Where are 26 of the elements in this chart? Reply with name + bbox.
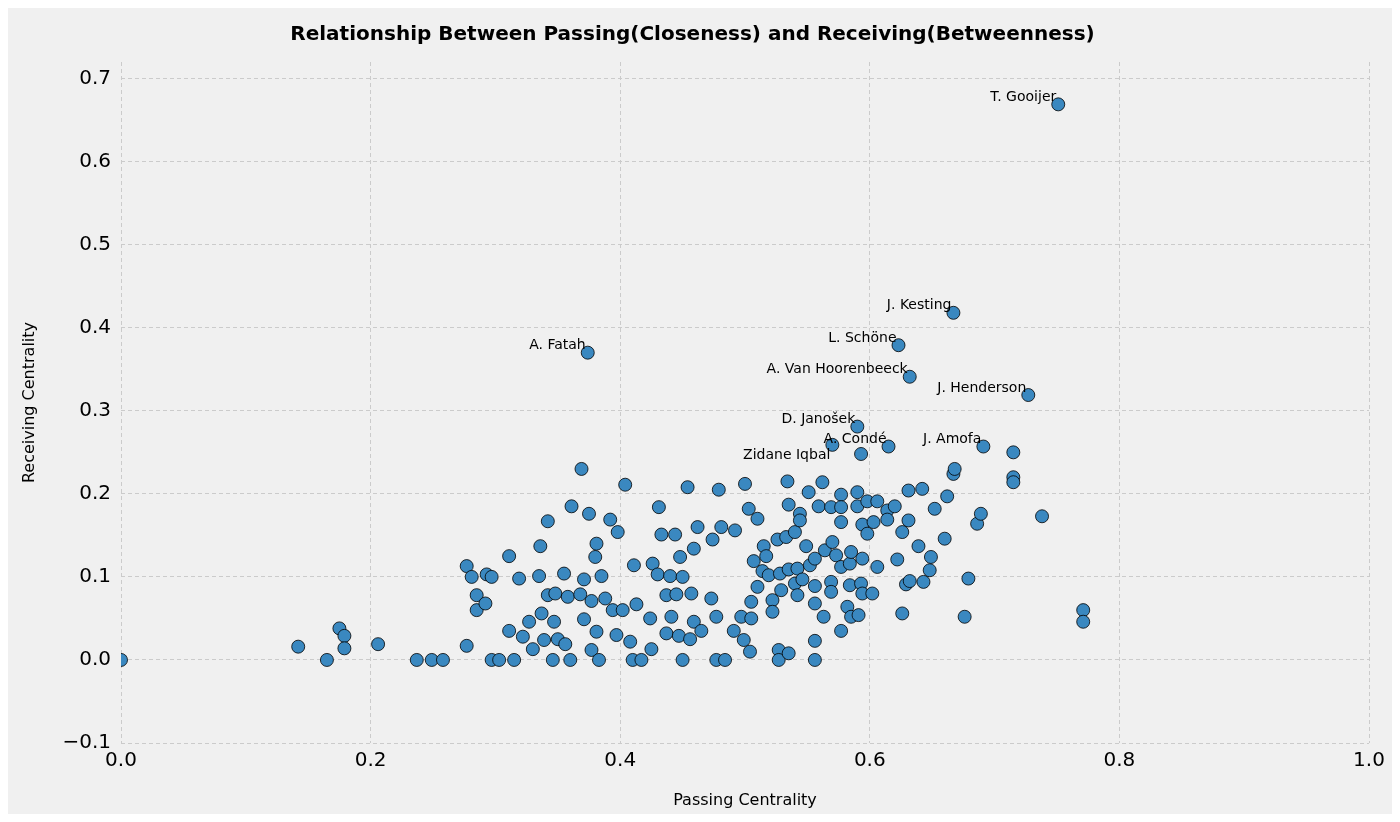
- annotation: Zidane Iqbal: [743, 446, 831, 463]
- annotation: A. Fatah: [529, 336, 586, 353]
- annotation: L. Schöne: [828, 328, 897, 345]
- y-axis-title: Receiving Centrality: [18, 321, 38, 484]
- y-tick-label: 0.6: [79, 147, 111, 172]
- annotation: D. Janošek: [781, 410, 857, 427]
- x-tick-label: 1.0: [1353, 747, 1385, 772]
- y-tick-label: 0.0: [79, 646, 111, 671]
- chart-title: Relationship Between Passing(Closeness) and Receiving(Betweenness): [290, 21, 1095, 46]
- y-tick-label: 0.4: [79, 313, 111, 338]
- x-tick-label: 0.0: [105, 747, 137, 772]
- x-tick-label: 0.8: [1103, 747, 1136, 772]
- annotation: J. Amofa: [922, 430, 982, 447]
- y-tick-label: 0.5: [79, 230, 111, 255]
- x-tick-label: 0.6: [853, 747, 886, 772]
- y-tick-label: 0.2: [79, 480, 111, 505]
- annotation: J. Henderson: [936, 378, 1027, 395]
- annotation: T. Gooijer: [989, 88, 1057, 104]
- x-axis-title: Passing Centrality: [673, 789, 817, 809]
- annotation: J. Kesting: [885, 296, 952, 313]
- annotation: A. Van Hoorenbeeck: [766, 360, 909, 377]
- x-tick-label: 0.4: [604, 747, 637, 772]
- y-tick-label: 0.7: [79, 64, 111, 89]
- y-tick-label: 0.1: [79, 563, 111, 588]
- y-tick-label: 0.3: [79, 397, 111, 422]
- x-tick-label: 0.2: [354, 747, 387, 772]
